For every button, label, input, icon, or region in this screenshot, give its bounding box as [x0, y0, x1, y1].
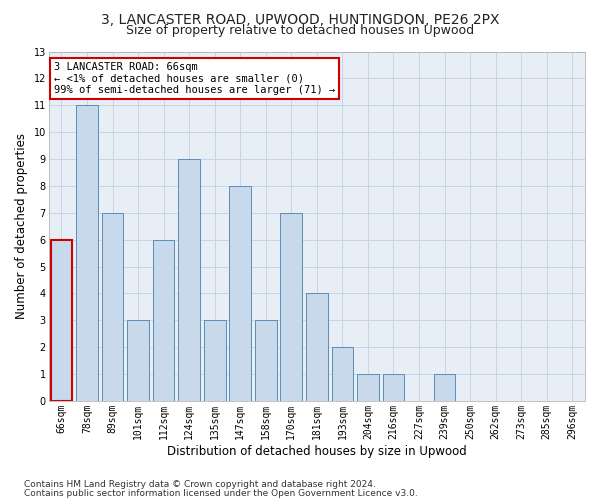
- Bar: [229, 186, 251, 401]
- Bar: [153, 240, 175, 401]
- Bar: [306, 294, 328, 401]
- Bar: [280, 213, 302, 401]
- Text: 3, LANCASTER ROAD, UPWOOD, HUNTINGDON, PE26 2PX: 3, LANCASTER ROAD, UPWOOD, HUNTINGDON, P…: [101, 12, 499, 26]
- Y-axis label: Number of detached properties: Number of detached properties: [15, 133, 28, 319]
- Bar: [127, 320, 149, 401]
- Bar: [178, 159, 200, 401]
- Bar: [50, 240, 73, 401]
- X-axis label: Distribution of detached houses by size in Upwood: Distribution of detached houses by size …: [167, 444, 467, 458]
- Text: Size of property relative to detached houses in Upwood: Size of property relative to detached ho…: [126, 24, 474, 37]
- Bar: [76, 106, 98, 401]
- Text: 3 LANCASTER ROAD: 66sqm
← <1% of detached houses are smaller (0)
99% of semi-det: 3 LANCASTER ROAD: 66sqm ← <1% of detache…: [54, 62, 335, 95]
- Bar: [204, 320, 226, 401]
- Text: Contains public sector information licensed under the Open Government Licence v3: Contains public sector information licen…: [24, 488, 418, 498]
- Bar: [101, 213, 124, 401]
- Bar: [332, 347, 353, 401]
- Bar: [255, 320, 277, 401]
- Text: Contains HM Land Registry data © Crown copyright and database right 2024.: Contains HM Land Registry data © Crown c…: [24, 480, 376, 489]
- Bar: [357, 374, 379, 401]
- Bar: [383, 374, 404, 401]
- Bar: [434, 374, 455, 401]
